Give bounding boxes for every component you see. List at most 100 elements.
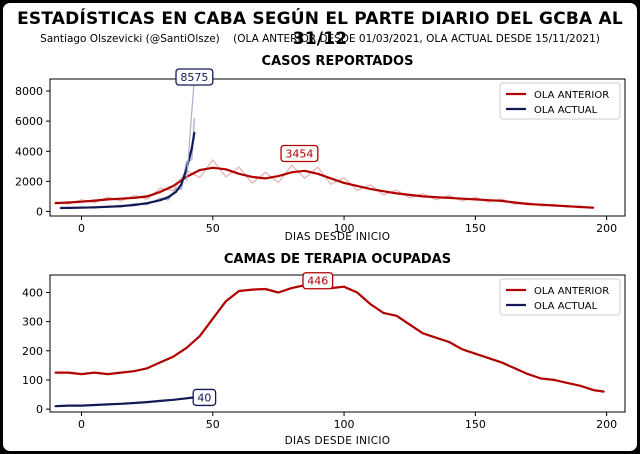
data-point [395,315,398,317]
legend-label: OLA ANTERIOR [534,286,609,297]
data-point [251,176,253,178]
data-point [290,287,293,289]
chart-frame: ESTADÍSTICAS EN CABA SEGÚN EL PARTE DIAR… [3,3,637,451]
data-point [54,371,57,374]
data-point [435,196,437,198]
data-point [277,175,280,177]
y-tick-label: 0 [36,205,43,218]
data-point [277,291,280,294]
data-point [106,198,109,201]
x-tick-label: 0 [78,418,85,431]
x-tick-label: 100 [334,222,355,235]
annotation-value: 40 [197,391,211,404]
legend: OLA ANTERIOR OLA ACTUAL [499,278,621,316]
annotation-value: 8575 [180,71,208,84]
data-point [120,403,122,405]
data-point [579,206,582,208]
data-point [93,371,96,374]
data-point [369,303,372,305]
annotation-value: 446 [307,275,328,288]
data-point [408,194,411,196]
y-tick-label: 0 [36,403,43,416]
data-point [461,348,464,351]
x-tick-label: 200 [596,418,617,431]
data-point [146,367,148,370]
legend-box [499,278,621,316]
chart-panel-1: CASOS REPORTADOS 0 2000 4000 6000 8000 0 50 100 1… [15,54,626,243]
data-point [579,384,582,387]
data-point [251,288,253,291]
data-point [54,405,57,407]
data-point [198,169,201,171]
series-group [54,118,595,210]
data-point [146,195,148,198]
data-point [487,357,490,359]
annotation-box [175,68,214,86]
annotation-label: 8575 [175,68,214,86]
data-point [238,290,240,292]
data-point [159,361,162,364]
annotation-label: 40 [192,388,217,407]
data-point [474,198,477,201]
data-point [159,191,162,193]
data-point [80,200,83,203]
data-point [80,373,83,375]
data-point [67,201,70,204]
data-point [146,401,148,403]
data-point [172,398,175,401]
data-point [106,403,109,406]
annotation-box [302,272,334,290]
y-tick-label: 300 [22,316,43,329]
data-point [185,397,188,400]
data-point [566,382,569,384]
data-point [67,404,70,407]
data-point [80,404,83,407]
data-point [211,317,214,320]
annotation-value: 3454 [285,147,313,160]
data-point [487,199,490,201]
chart-title: CASOS REPORTADOS [262,54,414,69]
y-tick-label: 100 [22,374,43,387]
chart-title: CAMAS DE TERAPIA OCUPADAS [224,252,451,267]
data-point [422,195,424,198]
data-point [180,183,183,186]
data-point [225,300,227,303]
data-point [159,400,162,402]
data-point [106,206,109,208]
data-point [553,379,555,381]
data-point [59,207,62,209]
x-axis-label: DIAS DESDE INICIO [285,435,391,447]
y-tick-label: 8000 [15,85,43,98]
data-point [120,197,122,200]
data-point [264,288,267,290]
data-point [592,389,595,391]
data-point [120,205,122,207]
peak-spike-line [185,76,196,182]
data-point [120,371,122,374]
series-line-ola-anterior [55,166,594,209]
data-point [80,206,83,209]
data-point [356,185,358,187]
data-point [167,196,169,198]
data-point [159,199,162,201]
annotation-box [192,388,217,407]
legend-label: OLA ACTUAL [534,105,598,116]
data-point [106,373,109,375]
data-point [592,206,595,209]
annotation-label: 446 [302,272,334,290]
data-point [356,291,358,294]
data-point [185,347,188,349]
data-point [422,332,424,335]
data-point [238,173,240,175]
y-tick-label: 400 [22,286,43,299]
data-point [553,204,555,207]
data-point [93,206,96,209]
data-point [225,168,227,171]
raw-daily-line-ola-actual [60,118,196,210]
series-line-ola-actual [55,396,195,408]
raw-daily-line-ola-anterior [55,158,594,210]
y-tick-label: 6000 [15,115,43,128]
data-point [133,370,135,372]
data-point [435,336,437,339]
x-tick-label: 200 [596,222,617,235]
